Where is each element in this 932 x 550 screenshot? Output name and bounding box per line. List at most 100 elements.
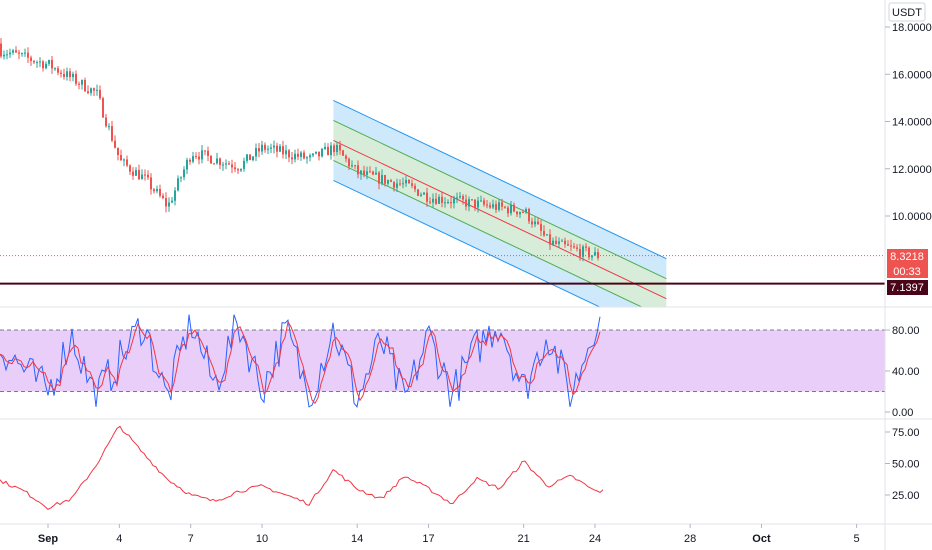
lower-indicator-axis[interactable]: 75.00 50.00 25.00 — [885, 427, 920, 502]
candle-body — [354, 165, 356, 167]
candle-body — [525, 208, 527, 213]
candle-body — [477, 200, 479, 208]
candle-body — [447, 202, 449, 204]
channel-boundary-line[interactable] — [333, 99, 667, 260]
stochastic-tick-label: 80.00 — [892, 325, 920, 337]
candle-body — [321, 148, 323, 157]
candle-body — [183, 169, 185, 178]
candle-body — [63, 73, 65, 77]
candle-body — [417, 189, 419, 196]
stochastic-pane[interactable] — [0, 314, 885, 409]
candle-body — [108, 126, 110, 128]
candle-body — [51, 59, 53, 69]
candle-body — [363, 170, 365, 175]
candle-body — [93, 88, 95, 91]
candle-body — [249, 154, 251, 161]
channel-boundary-line[interactable] — [333, 179, 666, 338]
candle-body — [597, 252, 599, 258]
candle-body — [6, 54, 8, 56]
candle-body — [162, 195, 164, 199]
candle-body — [450, 202, 452, 204]
support-price-badge — [887, 280, 928, 295]
candle-body — [30, 57, 32, 61]
candle-body — [330, 145, 332, 156]
candle-body — [99, 89, 101, 99]
candle-body — [222, 164, 224, 166]
candle-body — [432, 198, 434, 203]
candle-body — [579, 248, 581, 257]
lower-tick-label: 25.00 — [892, 490, 920, 502]
candle-body — [558, 241, 560, 244]
candle-body — [402, 183, 404, 185]
candle-body — [171, 200, 173, 203]
candle-body — [270, 147, 272, 149]
candle-body — [177, 178, 179, 191]
candlestick-series[interactable] — [0, 38, 599, 262]
candle-body — [129, 165, 131, 172]
channel-boundary-line[interactable] — [333, 159, 666, 318]
candle-body — [75, 73, 77, 84]
candle-body — [213, 163, 215, 165]
price-tick-label: 14.0000 — [892, 117, 932, 129]
candle-body — [456, 197, 458, 199]
candle-body — [591, 255, 593, 258]
support-price-text: 7.1397 — [890, 282, 924, 294]
candle-body — [81, 80, 83, 85]
time-axis[interactable]: Sep 4 7 10 14 17 21 24 28 Oct 5 — [38, 524, 860, 545]
candle-body — [153, 189, 155, 192]
candle-body — [462, 196, 464, 200]
candle-body — [552, 240, 554, 245]
lower-indicator-line[interactable] — [0, 425, 604, 510]
candle-body — [216, 158, 218, 164]
candle-body — [504, 206, 506, 208]
candle-body — [327, 146, 329, 156]
candle-body — [126, 159, 128, 166]
price-pane[interactable] — [0, 38, 885, 339]
candle-body — [420, 194, 422, 196]
candle-body — [468, 199, 470, 207]
candle-body — [228, 163, 230, 165]
candle-body — [144, 174, 146, 176]
candle-body — [441, 196, 443, 203]
candle-body — [27, 52, 29, 58]
candle-body — [297, 153, 299, 157]
channel-median-line[interactable] — [333, 139, 667, 300]
price-tick-label: 10.0000 — [892, 211, 932, 223]
candle-body — [69, 71, 71, 78]
candle-body — [276, 145, 278, 152]
candle-body — [84, 80, 86, 92]
candle-body — [207, 150, 209, 156]
currency-badge[interactable] — [888, 2, 926, 22]
price-axis[interactable]: USDT 18.0000 16.0000 14.0000 12.0000 10.0000 — [885, 2, 932, 223]
candle-body — [3, 54, 5, 57]
candle-body — [522, 212, 524, 214]
time-tick-label: 28 — [684, 533, 696, 545]
candle-body — [141, 174, 143, 180]
stochastic-axis[interactable]: 80.00 40.00 0.00 — [885, 325, 920, 419]
stochastic-d-line[interactable] — [0, 320, 601, 405]
candle-body — [186, 159, 188, 170]
channel-boundary-line[interactable] — [333, 119, 667, 280]
candle-body — [234, 167, 236, 170]
candle-body — [492, 204, 494, 208]
candle-body — [96, 89, 98, 91]
candle-body — [348, 158, 350, 167]
candle-body — [501, 202, 503, 207]
candle-body — [204, 150, 206, 152]
last-price-badge — [887, 249, 928, 264]
candle-body — [534, 221, 536, 225]
candle-body — [357, 165, 359, 175]
candle-body — [360, 170, 362, 175]
candle-body — [258, 148, 260, 152]
lower-indicator-pane[interactable] — [0, 425, 604, 510]
candle-body — [87, 91, 89, 94]
candle-body — [405, 179, 407, 184]
candle-body — [225, 163, 227, 165]
candle-body — [318, 151, 320, 157]
candle-body — [495, 204, 497, 210]
candle-body — [366, 171, 368, 175]
candle-body — [576, 247, 578, 249]
candle-body — [486, 204, 488, 206]
candle-body — [57, 68, 59, 73]
